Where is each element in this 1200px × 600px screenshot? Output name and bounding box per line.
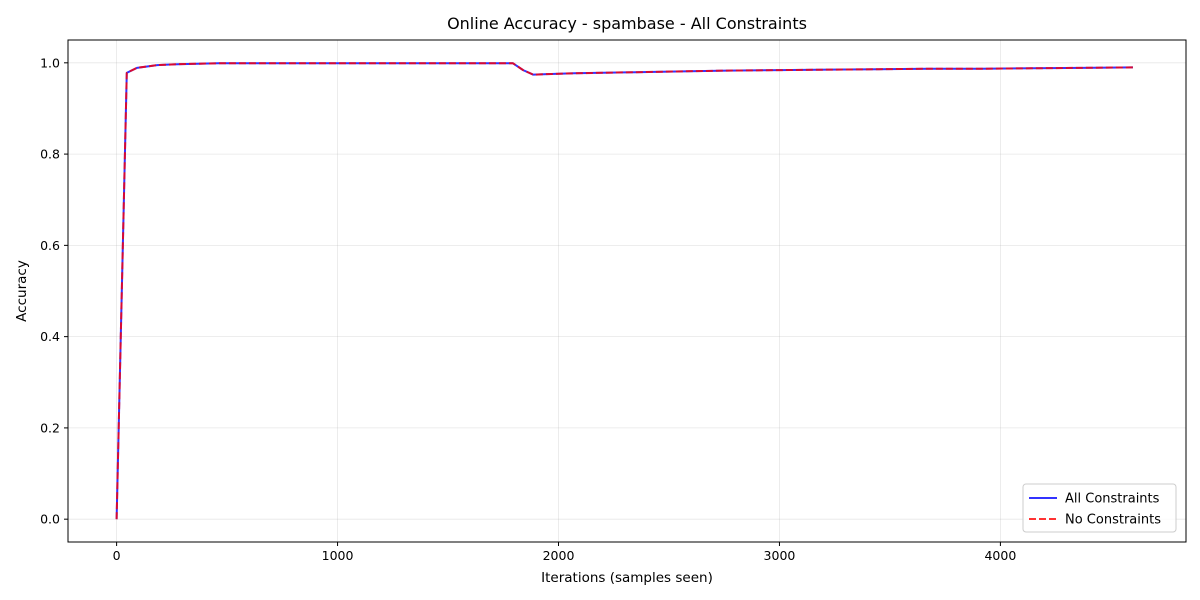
series-layer: [115, 62, 1133, 520]
y-tick-label: 0.2: [40, 420, 60, 435]
x-axis-label: Iterations (samples seen): [541, 570, 713, 586]
legend-label: No Constraints: [1065, 513, 1161, 528]
legend-label: All Constraints: [1065, 492, 1160, 507]
x-tick-label: 2000: [543, 548, 575, 563]
y-axis-label: Accuracy: [14, 260, 30, 322]
legend: All Constraints No Constraints: [1022, 483, 1177, 533]
y-tick-label: 0.0: [40, 512, 60, 527]
tick-layer: 0 1000 2000 3000 4000 0.0 0.2 0.4 0.6 0.8 1.0: [40, 55, 1016, 563]
y-tick-label: 0.4: [40, 329, 60, 344]
y-tick-label: 1.0: [40, 55, 60, 70]
x-tick-label: 4000: [984, 548, 1016, 563]
y-tick-label: 0.8: [40, 147, 60, 162]
chart-title: Online Accuracy - spambase - All Constra…: [447, 14, 807, 33]
series-line-no-constraints: [115, 62, 1133, 520]
legend-box: [1022, 483, 1177, 533]
x-tick-label: 1000: [322, 548, 354, 563]
plot-frame: [67, 39, 1187, 543]
y-tick-label: 0.6: [40, 238, 60, 253]
x-tick-label: 3000: [764, 548, 796, 563]
x-tick-label: 0: [113, 548, 121, 563]
